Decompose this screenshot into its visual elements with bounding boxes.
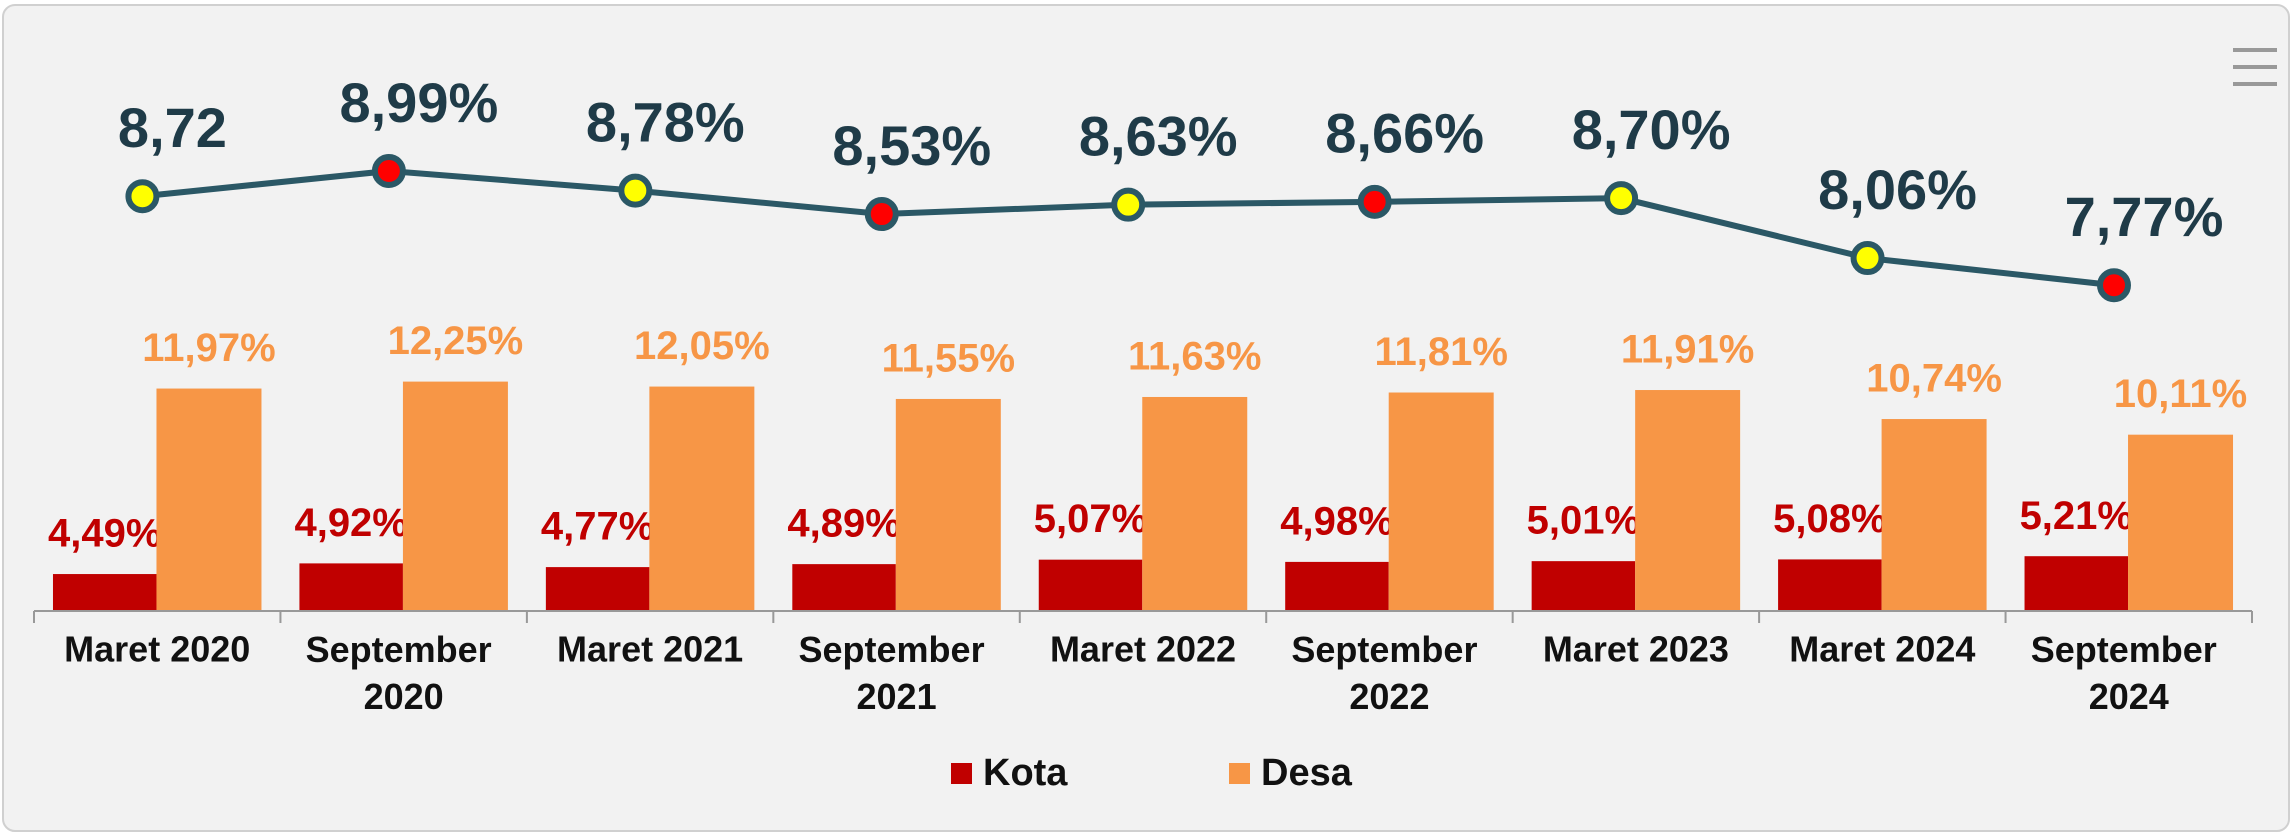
- data-label: 5,01%: [1527, 499, 1640, 543]
- bar: [2024, 556, 2129, 611]
- line-marker: [1357, 184, 1392, 219]
- legend-label: Desa: [1261, 752, 1353, 794]
- line-marker: [1604, 181, 1639, 216]
- bar: [1778, 559, 1882, 611]
- data-label: 8,78%: [586, 90, 745, 153]
- legend-swatch: [951, 763, 972, 784]
- line-marker: [2096, 268, 2131, 303]
- bar: [1531, 561, 1636, 611]
- line-marker: [125, 179, 160, 214]
- data-label: 5,08%: [1773, 497, 1886, 541]
- bar: [1635, 390, 1741, 611]
- x-tick-label: Maret 2022: [1050, 629, 1236, 670]
- bar: [792, 564, 896, 611]
- line-marker: [864, 197, 899, 232]
- data-label: 8,70%: [1572, 98, 1731, 161]
- bar: [1881, 419, 1987, 611]
- bar: [649, 386, 755, 611]
- line-marker: [371, 153, 406, 188]
- data-label: 8,99%: [339, 71, 498, 134]
- line-marker: [1850, 241, 1885, 276]
- data-label: 4,49%: [48, 512, 161, 556]
- data-label: 8,72: [118, 96, 227, 159]
- legend-swatch: [1229, 763, 1250, 784]
- data-label: 8,06%: [1818, 158, 1977, 221]
- data-label: 5,21%: [2020, 494, 2133, 538]
- line-marker: [1111, 187, 1146, 222]
- data-label: 10,74%: [1866, 357, 2002, 401]
- data-label: 12,05%: [634, 324, 770, 368]
- x-tick-label: Maret 2021: [557, 629, 743, 670]
- bar: [2128, 434, 2234, 611]
- bar: [1285, 561, 1389, 611]
- bar: [402, 381, 508, 611]
- x-tick-label: September 2020: [306, 629, 502, 717]
- menu-bar: [2233, 65, 2277, 69]
- bar: [1038, 559, 1143, 611]
- data-label: 11,55%: [882, 337, 1015, 381]
- menu-bar: [2233, 48, 2277, 52]
- x-tick-label: September 2022: [1291, 629, 1487, 717]
- data-label: 8,53%: [832, 114, 991, 177]
- menu-bar: [2233, 82, 2277, 86]
- data-label: 5,07%: [1034, 497, 1147, 541]
- bar: [545, 567, 650, 611]
- data-label: 4,92%: [294, 501, 407, 545]
- data-label: 8,63%: [1079, 104, 1238, 167]
- bar: [156, 388, 262, 611]
- bar: [895, 398, 1001, 611]
- data-label: 11,91%: [1621, 328, 1754, 372]
- x-tick-label: September 2024: [2031, 629, 2227, 717]
- x-tick-label: September 2021: [799, 629, 995, 717]
- data-label: 11,81%: [1374, 330, 1507, 374]
- data-label: 10,11%: [2114, 372, 2247, 416]
- bar: [1388, 392, 1494, 611]
- data-label: 4,77%: [541, 505, 654, 549]
- x-tick-label: Maret 2020: [64, 629, 250, 670]
- data-label: 7,77%: [2065, 185, 2224, 248]
- data-label: 4,98%: [1280, 499, 1393, 543]
- x-tick-label: Maret 2024: [1789, 629, 1975, 670]
- data-label: 12,25%: [388, 319, 524, 363]
- bar: [52, 574, 157, 611]
- data-label: 11,63%: [1128, 335, 1261, 379]
- x-tick-label: Maret 2023: [1543, 629, 1729, 670]
- bar: [1142, 396, 1248, 611]
- line-marker: [618, 173, 653, 208]
- menu-icon[interactable]: [2233, 48, 2277, 86]
- data-label: 11,97%: [142, 326, 275, 370]
- data-label: 4,89%: [787, 502, 900, 546]
- bar: [299, 563, 403, 611]
- data-label: 8,66%: [1325, 102, 1484, 165]
- legend-label: Kota: [983, 752, 1068, 794]
